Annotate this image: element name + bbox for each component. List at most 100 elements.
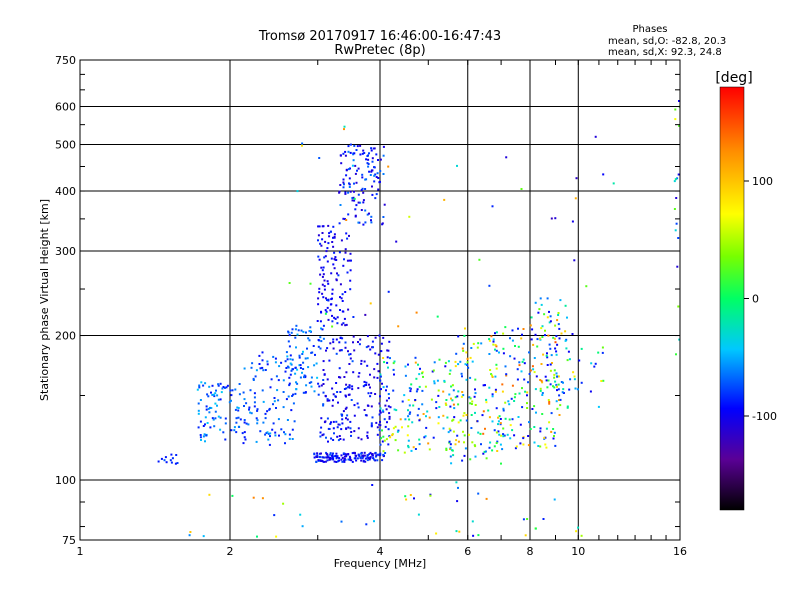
- data-point: [335, 452, 338, 455]
- data-point: [373, 520, 375, 523]
- data-point: [313, 456, 316, 459]
- data-point: [374, 173, 377, 176]
- data-point: [341, 418, 344, 421]
- data-point: [360, 459, 363, 462]
- data-point: [612, 182, 615, 185]
- data-point: [338, 222, 341, 225]
- data-point: [331, 292, 334, 295]
- data-point: [330, 230, 332, 233]
- data-point: [461, 459, 464, 462]
- data-point: [330, 421, 332, 424]
- data-point: [346, 414, 349, 417]
- plot-frame: [79, 59, 681, 541]
- data-point: [371, 169, 374, 172]
- data-point: [301, 142, 304, 145]
- data-point: [203, 433, 206, 436]
- colorbar-gradient: [719, 86, 745, 511]
- data-point: [515, 445, 518, 448]
- data-point: [347, 393, 350, 396]
- data-point: [331, 314, 333, 317]
- data-point: [534, 333, 537, 336]
- data-point: [243, 421, 246, 424]
- data-point: [401, 400, 404, 403]
- data-point: [332, 420, 335, 423]
- data-point: [351, 460, 354, 463]
- data-point: [533, 405, 536, 408]
- data-point: [262, 400, 265, 403]
- data-point: [347, 350, 349, 353]
- data-point: [506, 433, 509, 436]
- data-point: [543, 436, 546, 439]
- data-point: [307, 366, 310, 369]
- data-point: [354, 164, 357, 167]
- data-point: [452, 389, 455, 392]
- data-point: [548, 310, 550, 313]
- data-point: [342, 452, 345, 455]
- data-point: [378, 181, 381, 184]
- data-point: [298, 364, 301, 367]
- data-point: [349, 279, 352, 282]
- data-point: [568, 358, 571, 361]
- data-point: [288, 282, 291, 284]
- data-point: [198, 384, 201, 387]
- data-point: [554, 217, 557, 220]
- data-point: [552, 428, 555, 430]
- data-point: [250, 412, 253, 415]
- data-point: [357, 167, 360, 170]
- data-point: [382, 154, 385, 157]
- data-point: [457, 403, 460, 406]
- data-point: [368, 170, 371, 173]
- data-point: [357, 193, 360, 196]
- data-point: [170, 461, 173, 464]
- data-point: [318, 385, 321, 388]
- data-point: [344, 458, 347, 461]
- data-point: [449, 443, 452, 446]
- data-point: [207, 407, 210, 410]
- data-point: [435, 407, 438, 410]
- data-point: [336, 426, 339, 429]
- data-point: [384, 425, 387, 428]
- data-point: [489, 441, 492, 444]
- data-point: [176, 462, 179, 464]
- data-point: [332, 338, 335, 341]
- data-point: [341, 293, 344, 296]
- data-point: [429, 494, 432, 497]
- data-point: [499, 423, 502, 426]
- y-tick-label: 100: [55, 474, 76, 487]
- data-point: [414, 356, 417, 359]
- data-point: [335, 461, 338, 463]
- data-point: [251, 362, 254, 365]
- data-point: [498, 433, 501, 436]
- data-point: [353, 190, 355, 193]
- data-point: [491, 205, 494, 208]
- data-point: [445, 399, 448, 401]
- data-point: [548, 343, 551, 346]
- data-point: [546, 352, 548, 355]
- data-point: [348, 386, 351, 389]
- data-point: [488, 339, 491, 342]
- data-point: [197, 412, 200, 415]
- data-point: [354, 208, 357, 211]
- data-point: [540, 303, 543, 306]
- data-point: [548, 401, 551, 403]
- data-point: [207, 395, 210, 398]
- data-point: [321, 283, 324, 286]
- colorbar-tick-label: 100: [752, 175, 773, 188]
- data-point: [432, 436, 435, 439]
- data-point: [234, 408, 237, 411]
- data-point: [345, 455, 348, 458]
- data-point: [342, 438, 345, 441]
- data-point: [332, 347, 335, 350]
- data-point: [580, 534, 583, 537]
- data-point: [360, 456, 363, 459]
- data-point: [206, 393, 209, 396]
- data-point: [564, 330, 567, 333]
- data-point: [379, 170, 382, 172]
- data-point: [457, 486, 459, 489]
- data-point: [448, 372, 451, 375]
- data-point: [533, 426, 536, 428]
- data-point: [354, 214, 357, 217]
- data-point: [356, 169, 358, 172]
- data-point: [363, 384, 366, 387]
- data-point: [471, 360, 474, 363]
